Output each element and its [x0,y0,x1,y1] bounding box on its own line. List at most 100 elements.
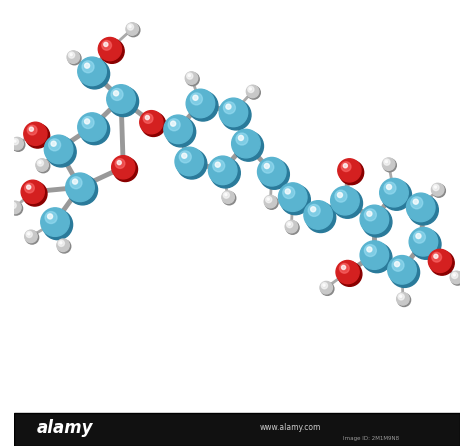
Circle shape [41,208,69,236]
Circle shape [232,129,260,158]
Circle shape [362,207,392,237]
Circle shape [73,179,78,184]
Circle shape [310,206,316,212]
Circle shape [398,294,404,300]
Circle shape [166,117,196,147]
Circle shape [362,243,392,273]
Circle shape [128,24,134,30]
Circle shape [265,197,272,203]
Circle shape [450,271,463,284]
Circle shape [257,157,286,186]
Circle shape [67,51,80,63]
Circle shape [367,211,372,216]
Circle shape [143,114,153,124]
Circle shape [80,115,109,145]
Circle shape [321,283,328,289]
Circle shape [286,221,299,234]
Circle shape [47,214,53,219]
FancyBboxPatch shape [14,413,460,446]
Circle shape [360,205,389,234]
Circle shape [226,104,231,109]
Circle shape [84,63,90,68]
Circle shape [177,149,207,179]
Circle shape [14,140,16,142]
Circle shape [179,151,191,163]
Circle shape [336,260,359,284]
Circle shape [115,159,125,169]
Circle shape [29,127,34,131]
Circle shape [397,293,409,305]
Circle shape [113,91,118,96]
Circle shape [247,86,260,99]
Circle shape [193,95,198,100]
Circle shape [411,197,423,209]
Circle shape [385,161,388,163]
Circle shape [265,196,278,209]
Text: www.alamy.com: www.alamy.com [260,423,321,432]
Circle shape [140,111,163,134]
Circle shape [341,162,351,172]
Circle shape [432,184,446,197]
Circle shape [45,211,57,223]
Circle shape [82,116,94,128]
Circle shape [111,88,123,100]
Circle shape [384,182,396,194]
Circle shape [383,158,395,170]
Circle shape [107,85,135,113]
Circle shape [288,223,291,225]
Circle shape [215,162,220,167]
Circle shape [383,159,396,172]
Circle shape [27,185,31,189]
Text: alamy: alamy [37,419,93,437]
Circle shape [411,229,441,259]
Circle shape [285,189,290,194]
Circle shape [100,39,124,63]
Circle shape [223,192,236,205]
Circle shape [394,261,400,267]
Circle shape [82,61,94,73]
Circle shape [343,164,347,168]
Circle shape [51,141,56,146]
Circle shape [433,185,439,191]
Circle shape [68,52,75,58]
Circle shape [70,54,72,56]
Circle shape [168,119,180,131]
Circle shape [27,125,37,135]
Circle shape [186,89,215,118]
Circle shape [187,73,193,79]
Circle shape [70,177,82,189]
Circle shape [246,85,259,98]
Circle shape [188,74,191,77]
Circle shape [25,124,50,148]
Circle shape [60,242,62,244]
Circle shape [26,231,38,244]
Circle shape [392,259,404,271]
Circle shape [117,161,121,165]
Circle shape [407,193,435,222]
Circle shape [400,295,402,297]
Circle shape [221,100,251,130]
Circle shape [171,121,176,126]
Circle shape [109,87,138,116]
Circle shape [259,159,289,189]
Circle shape [287,222,293,228]
Circle shape [225,194,227,196]
Circle shape [222,191,234,203]
Circle shape [320,281,332,294]
Text: Image ID: 2M1M9N8: Image ID: 2M1M9N8 [343,436,399,441]
Circle shape [264,195,277,208]
Circle shape [333,188,363,218]
Circle shape [39,161,41,164]
Circle shape [398,293,410,306]
Circle shape [335,190,347,202]
Circle shape [380,178,408,207]
Circle shape [58,240,71,253]
Circle shape [36,160,50,173]
Circle shape [185,72,198,84]
Circle shape [390,257,419,287]
Circle shape [249,88,252,90]
Circle shape [58,240,64,247]
Circle shape [78,113,106,141]
Circle shape [382,180,411,210]
Circle shape [23,182,47,206]
